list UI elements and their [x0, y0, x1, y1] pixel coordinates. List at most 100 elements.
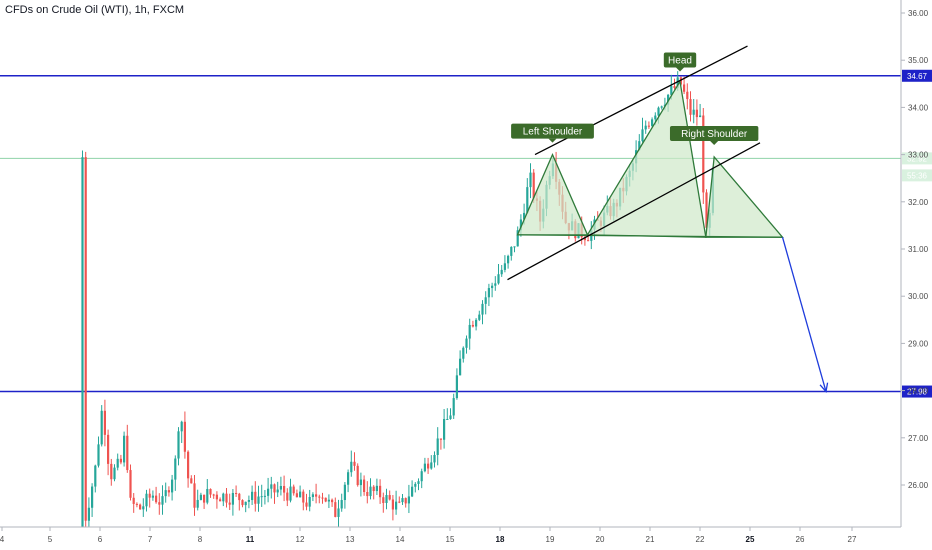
- candle: [404, 497, 407, 508]
- projection-arrow-line[interactable]: [781, 237, 827, 392]
- candle: [660, 105, 663, 110]
- candle-body: [295, 493, 298, 498]
- candle: [254, 481, 257, 512]
- chart-title: CFDs on Crude Oil (WTI), 1h, FXCM: [5, 4, 185, 16]
- pattern-label[interactable]: Right Shoulder: [669, 125, 759, 145]
- candle: [375, 478, 378, 495]
- x-tick-label: 14: [396, 535, 405, 544]
- candle-body: [660, 106, 663, 108]
- candle: [420, 468, 423, 489]
- lower-trend-line[interactable]: [507, 142, 761, 281]
- candle-body: [270, 484, 273, 489]
- candle: [283, 475, 286, 502]
- candle-body: [158, 502, 161, 505]
- candle-body: [84, 157, 87, 521]
- x-tick-label: 25: [746, 535, 755, 544]
- candle: [123, 431, 126, 467]
- candle-body: [289, 486, 292, 501]
- candle: [196, 489, 199, 511]
- candle: [305, 493, 308, 511]
- candle-body: [695, 109, 698, 118]
- candle-body: [391, 499, 394, 510]
- price-tag-bg: [902, 385, 932, 398]
- candle: [158, 493, 161, 515]
- candle-body: [411, 486, 414, 497]
- candle-body: [644, 125, 647, 130]
- candle: [443, 409, 446, 449]
- candle-body: [388, 495, 391, 500]
- pattern-label[interactable]: Left Shoulder: [511, 123, 594, 143]
- candle: [225, 488, 228, 508]
- candle: [423, 457, 426, 473]
- candle: [439, 438, 442, 450]
- candle: [382, 492, 385, 513]
- candle: [222, 492, 225, 507]
- candle-body: [401, 498, 404, 503]
- candle-body: [465, 338, 468, 348]
- candle: [494, 276, 497, 291]
- x-tick-label: 26: [796, 535, 805, 544]
- pattern-label-text: Head: [668, 55, 692, 66]
- candle-body: [155, 495, 158, 503]
- candle: [644, 120, 647, 134]
- candle-body: [702, 115, 705, 193]
- candle-body: [283, 486, 286, 493]
- candle: [203, 494, 206, 509]
- x-tick-label: 20: [596, 535, 605, 544]
- candle-body: [135, 503, 138, 505]
- candle: [583, 234, 586, 246]
- candle: [372, 485, 375, 500]
- candle-body: [356, 465, 359, 486]
- candle-body: [260, 496, 263, 498]
- horizontal-levels: 34.67 32.92 55:36 27.98: [0, 69, 932, 398]
- candle-body: [468, 324, 471, 339]
- candle-body: [372, 486, 375, 492]
- candle: [315, 483, 318, 504]
- candle-body: [526, 187, 529, 213]
- candle: [260, 484, 263, 507]
- candle-body: [379, 485, 382, 498]
- candle: [500, 264, 503, 277]
- candle-body: [87, 507, 90, 521]
- candle: [279, 476, 282, 496]
- candle-body: [110, 463, 113, 480]
- neckline[interactable]: [517, 234, 783, 238]
- candle: [148, 488, 151, 508]
- pattern-label[interactable]: Head: [663, 52, 697, 72]
- candle-body: [347, 472, 350, 485]
- candle: [673, 78, 676, 90]
- candle: [167, 486, 170, 497]
- candle: [363, 475, 366, 496]
- candle: [103, 399, 106, 447]
- candle-body: [363, 479, 366, 493]
- head-shoulders-pattern: [507, 45, 829, 393]
- candle-body: [251, 491, 254, 501]
- candle-body: [359, 479, 362, 486]
- candle-body: [436, 438, 439, 455]
- pattern-label-text: Left Shoulder: [523, 127, 583, 138]
- candle-body: [305, 502, 308, 507]
- candle: [199, 492, 202, 501]
- candle-body: [385, 495, 388, 503]
- candle: [292, 484, 295, 496]
- candle: [449, 408, 452, 420]
- candle: [97, 436, 100, 468]
- candle-body: [324, 497, 327, 502]
- candle-body: [395, 501, 398, 510]
- candle-body: [433, 454, 436, 463]
- candle: [689, 91, 692, 122]
- candle: [433, 451, 436, 468]
- x-tick-label: 13: [346, 535, 355, 544]
- head-triangle[interactable]: [586, 79, 707, 238]
- candle: [110, 458, 113, 486]
- pattern-labels: Left Shoulder Head Right Shoulder: [511, 52, 759, 145]
- candle-body: [273, 484, 276, 493]
- candle: [331, 498, 334, 507]
- right-shoulder-triangle[interactable]: [705, 155, 784, 238]
- candle: [145, 489, 148, 512]
- candle: [503, 255, 506, 273]
- candle: [487, 283, 490, 307]
- candle: [257, 485, 260, 512]
- candle-body: [196, 499, 199, 508]
